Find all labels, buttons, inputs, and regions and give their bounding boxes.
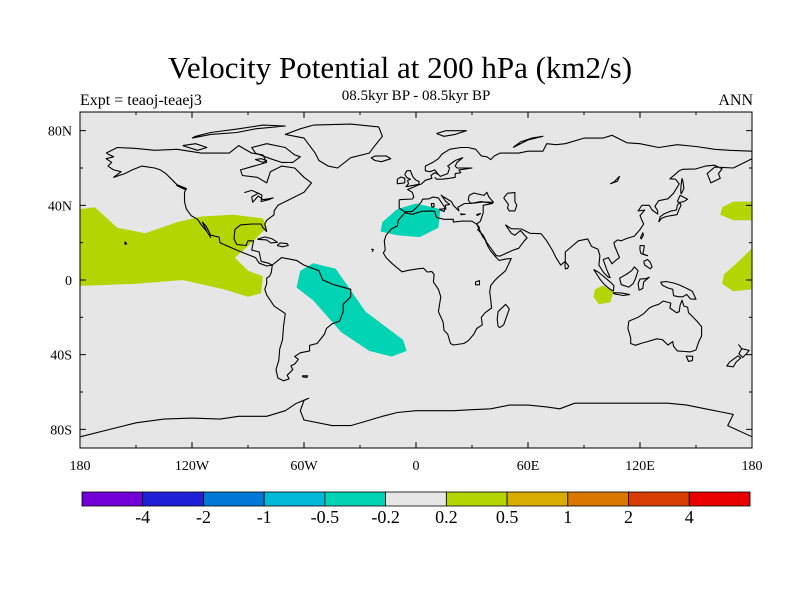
colorbar-swatch [628, 491, 690, 507]
lat-tick-label: 40N [48, 199, 72, 214]
lon-tick-label: 120E [625, 459, 655, 474]
coastline-segment [680, 178, 685, 195]
colorbar-swatch [142, 491, 204, 507]
anomaly-region-indonesia-positive [593, 285, 614, 305]
coastline-segment [503, 192, 518, 212]
colorbar-label: 4 [685, 507, 694, 527]
coastline-segment [618, 266, 639, 288]
coastline-segment [254, 158, 268, 163]
anomaly-region-north-africa-negative [380, 203, 441, 238]
colorbar-label: 1 [563, 507, 572, 527]
colorbar-swatch [81, 491, 144, 507]
colorbar-label: -2 [196, 507, 211, 527]
coastline-segment [676, 194, 689, 204]
colorbar-label: -0.2 [371, 507, 400, 527]
coastline-segment [284, 123, 383, 169]
coastline-segment [612, 292, 631, 297]
colorbar-label: -4 [135, 507, 150, 527]
colorbar-swatch [567, 491, 629, 507]
lat-tick-label: 40S [50, 349, 72, 364]
coastline-segment [382, 210, 512, 346]
lon-tick-label: 180 [742, 459, 763, 474]
colorbar-swatch [445, 491, 508, 507]
coastline-segment [176, 184, 187, 191]
coastline-segment [436, 130, 467, 137]
coastline-segment [639, 244, 649, 257]
coastline-segment [182, 143, 208, 151]
period-subtitle: 08.5kyr BP - 08.5kyr BP [341, 88, 491, 104]
coastline-segment [105, 145, 313, 267]
coastline-segment [467, 191, 495, 204]
coastline-segment [643, 258, 653, 270]
lat-tick-label: 0 [65, 274, 72, 289]
colorbar-swatch [688, 491, 751, 507]
coastline-segment [257, 236, 279, 244]
coastline-segment [404, 170, 420, 188]
coastline-segment [244, 189, 274, 203]
coastline-segment [251, 143, 301, 163]
anomaly-region-dateline-positive-north [720, 201, 752, 221]
coastline-segment [371, 248, 374, 253]
colorbar-swatch [385, 491, 447, 507]
coastline-segment [276, 242, 289, 248]
colorbar-label: 0.2 [435, 507, 458, 527]
coastline-segment [476, 212, 482, 216]
coastline-segment [370, 155, 392, 163]
coastline-segment [430, 202, 435, 208]
anomaly-region-dateline-positive-south [722, 248, 752, 292]
plot-title: Velocity Potential at 200 hPa (km2/s) [167, 50, 633, 85]
coastline-segment [302, 375, 309, 378]
coastline-segment [726, 355, 742, 368]
coastline-segment [434, 157, 473, 180]
coastline-segment [639, 232, 644, 240]
experiment-subtitle: Expt = teaoj-teaej3 [80, 92, 202, 109]
lat-tick-label: 80S [50, 423, 72, 438]
coastline-segment [459, 213, 466, 216]
coastline-segment [124, 241, 128, 246]
season-subtitle: ANN [718, 92, 753, 109]
colorbar-label: 0.5 [496, 507, 519, 527]
coastline-segment [191, 124, 286, 139]
anomaly-region-east-pacific-positive [80, 207, 267, 297]
colorbar-swatch [506, 491, 569, 507]
lon-tick-label: 0 [413, 459, 420, 474]
coastline-segment [564, 261, 570, 270]
coastline-segment [685, 355, 694, 362]
coastline-segment [593, 269, 615, 292]
colorbar-swatch [203, 491, 265, 507]
lon-tick-label: 60W [290, 459, 318, 474]
coastline-segment [80, 397, 752, 438]
colorbar-swatch [324, 491, 386, 507]
lon-tick-label: 180 [70, 459, 91, 474]
coastline-segment [609, 175, 621, 185]
coastline-segment [474, 280, 481, 286]
lon-tick-label: 120W [175, 459, 210, 474]
coastline-segment [660, 280, 697, 300]
coastline-segment [637, 276, 650, 291]
coastline-segment [512, 135, 544, 148]
coastline-segment [396, 176, 406, 185]
lon-tick-label: 60E [517, 459, 540, 474]
coastline-segment [737, 344, 750, 359]
colorbar-label: -1 [257, 507, 272, 527]
coastline-segment [264, 257, 352, 382]
colorbar-swatch [263, 491, 326, 507]
anomaly-region-south-atlantic-negative [296, 263, 407, 357]
coastline-segment [658, 201, 682, 223]
colorbar-label: 2 [624, 507, 633, 527]
coastline-segment [627, 299, 703, 353]
coastline-segment [398, 134, 752, 279]
coastline-segment [496, 303, 510, 328]
coastline-segment [438, 208, 446, 213]
colorbar-label: -0.5 [311, 507, 340, 527]
lat-tick-label: 80N [48, 125, 72, 140]
